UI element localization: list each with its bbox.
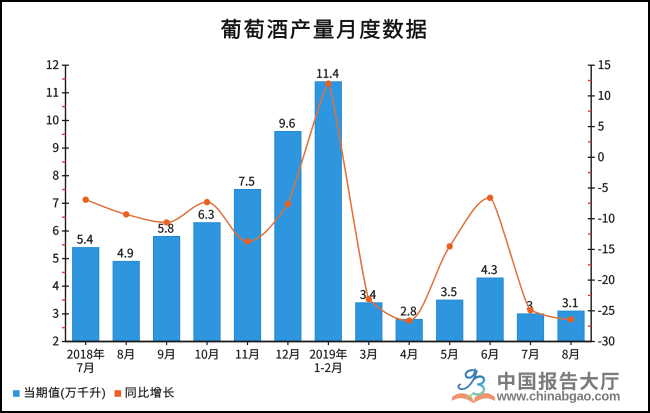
svg-text:www.chinabgao.com: www.chinabgao.com: [496, 388, 620, 403]
